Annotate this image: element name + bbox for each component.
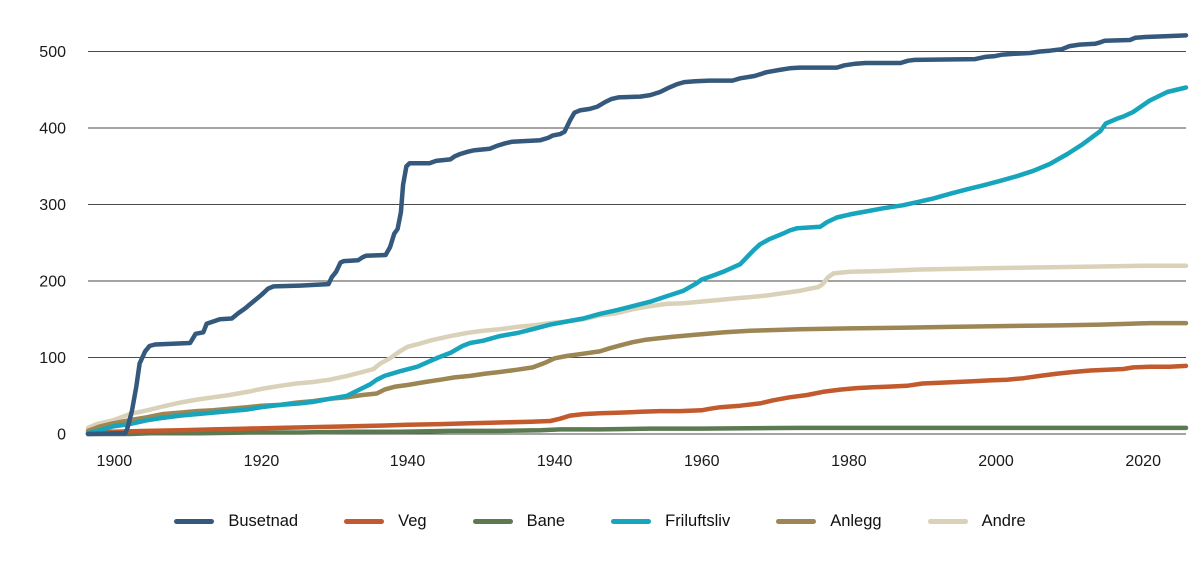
legend-swatch-icon xyxy=(611,518,652,524)
legend-item-anlegg: Anlegg xyxy=(776,511,882,531)
legend-label: Bane xyxy=(526,511,566,530)
x-tick-label: 2000 xyxy=(978,453,1014,470)
legend-item-andre: Andre xyxy=(927,511,1026,531)
y-tick-label: 300 xyxy=(39,197,66,214)
series-line-anlegg xyxy=(85,320,1189,434)
series-line-friluftsliv xyxy=(85,85,1189,436)
legend-item-veg: Veg xyxy=(344,511,427,531)
legend-item-bane: Bane xyxy=(472,511,566,531)
x-tick-label: 1960 xyxy=(684,453,720,470)
legend-swatch-icon xyxy=(776,518,817,524)
x-tick-label: 1940 xyxy=(537,453,573,470)
y-tick-label: 500 xyxy=(39,44,66,61)
legend: Busetnad Veg Bane Friluftsliv Anlegg Andre xyxy=(0,505,1200,537)
legend-item-friluftsliv: Friluftsliv xyxy=(611,512,730,531)
series-line-veg xyxy=(85,363,1189,436)
legend-label: Anlegg xyxy=(830,511,882,530)
legend-item-busetnad: Busetnad xyxy=(174,512,298,531)
legend-label: Andre xyxy=(981,511,1026,530)
legend-swatch-icon xyxy=(927,518,968,524)
y-tick-label: 100 xyxy=(39,350,66,367)
x-tick-label: 2020 xyxy=(1125,453,1161,470)
legend-swatch-icon xyxy=(174,518,215,524)
legend-label: Veg xyxy=(398,511,427,530)
y-tick-label: 0 xyxy=(57,427,66,444)
x-tick-label: 1980 xyxy=(831,453,867,470)
y-tick-label: 200 xyxy=(39,274,66,291)
series-line-busetnad xyxy=(85,33,1189,437)
legend-label: Busetnad xyxy=(228,511,299,530)
legend-swatch-icon xyxy=(472,518,513,524)
legend-label: Friluftsliv xyxy=(665,511,731,530)
legend-swatch-icon xyxy=(344,518,385,524)
x-tick-label: 1900 xyxy=(97,453,133,470)
x-tick-label: 1940 xyxy=(390,453,426,470)
series-line-bane xyxy=(85,425,1189,437)
series-line-andre xyxy=(85,263,1189,431)
y-tick-label: 400 xyxy=(39,121,66,138)
x-tick-label: 1920 xyxy=(244,453,280,470)
